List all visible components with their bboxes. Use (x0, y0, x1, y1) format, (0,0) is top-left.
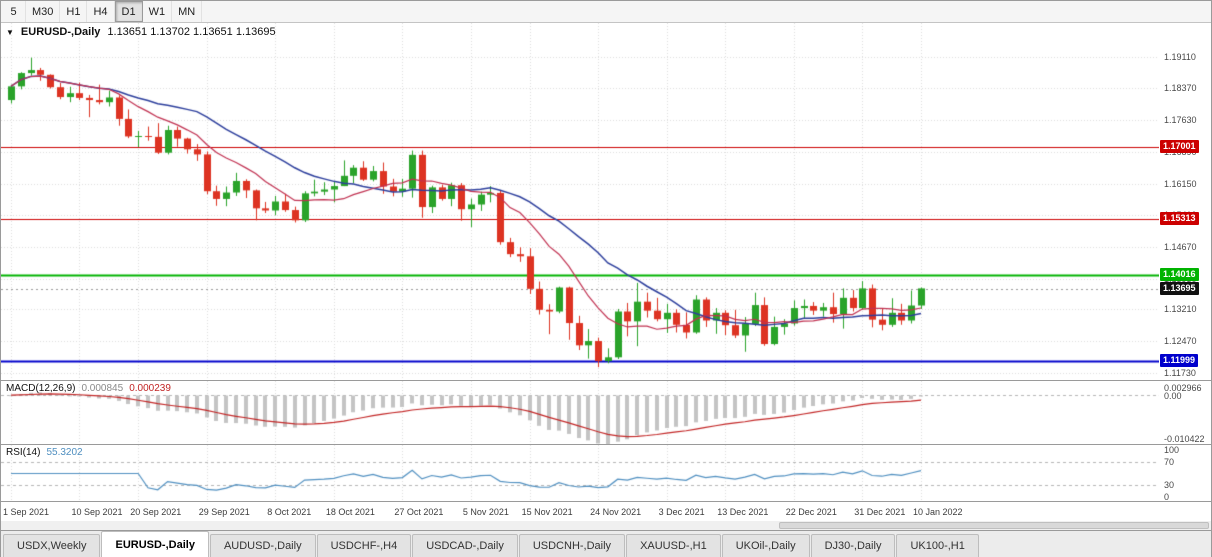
price-axis-label: 1.13210 (1164, 304, 1197, 315)
chart-tab-audusd-daily[interactable]: AUDUSD-,Daily (209, 534, 316, 557)
rsi-canvas[interactable] (1, 445, 1161, 502)
timeframe-button-h4[interactable]: H4 (87, 1, 115, 22)
timeframe-button-m30[interactable]: M30 (26, 1, 61, 22)
macd-axis-label: 0.002966 (1164, 383, 1202, 393)
date-axis-label: 8 Oct 2021 (267, 507, 312, 517)
price-axis-label: 1.12470 (1164, 336, 1197, 347)
macd-label: MACD(12,26,9) (6, 383, 76, 394)
date-axis: 1 Sep 2021 10 Sep 2021 20 Sep 2021 29 Sep 2… (1, 501, 1211, 521)
price-axis-label: 1.17630 (1164, 115, 1197, 126)
rsi-axis-label: 100 (1164, 445, 1180, 455)
rsi-axis-label: 0 (1164, 492, 1170, 501)
macd-canvas[interactable] (1, 381, 1161, 445)
timeframe-button-d1[interactable]: D1 (114, 1, 143, 22)
macd-axis-label: 0.00 (1164, 391, 1182, 402)
price-axis: 1.191101.183701.176301.168901.161501.154… (1159, 23, 1211, 380)
price-level-badge: 1.17001 (1160, 140, 1199, 154)
chart-tab-uk100-h1[interactable]: UK100-,H1 (896, 534, 979, 557)
chevron-down-icon[interactable]: ▼ (6, 27, 14, 37)
rsi-value: 55.3202 (46, 447, 83, 458)
macd-axis-label: -0.010422 (1164, 434, 1205, 444)
macd-title: MACD(12,26,9) 0.000845 0.000239 (6, 383, 171, 394)
date-axis-label: 15 Nov 2021 (521, 507, 573, 517)
chart-tab-usdcnh-daily[interactable]: USDCNH-,Daily (518, 534, 626, 557)
price-axis-label: 1.18370 (1164, 83, 1197, 94)
macd-axis: 0.002966 0.00 -0.010422 (1159, 381, 1211, 444)
timeframe-button-h1[interactable]: H1 (60, 1, 88, 22)
price-level-badge: 1.14016 (1160, 267, 1199, 281)
macd-main-value: 0.000845 (81, 383, 124, 394)
rsi-label: RSI(14) (6, 447, 41, 458)
date-axis-label: 27 Oct 2021 (394, 507, 444, 517)
horizontal-scrollbar[interactable] (1, 521, 1211, 530)
price-axis-label: 1.19110 (1164, 51, 1196, 62)
date-axis-label: 1 Sep 2021 (3, 507, 50, 517)
chart-tab-usdcad-daily[interactable]: USDCAD-,Daily (412, 534, 518, 557)
date-axis-label: 3 Dec 2021 (658, 507, 705, 517)
chart-tab-dj30-daily[interactable]: DJ30-,Daily (810, 534, 896, 557)
date-axis-label: 22 Dec 2021 (785, 507, 837, 517)
chart-title: ▼ EURUSD-,Daily 1.13651 1.13702 1.13651 … (6, 26, 276, 38)
chart-tab-ukoil-daily[interactable]: UKOil-,Daily (721, 534, 810, 557)
timeframe-button-5[interactable]: 5 (2, 1, 26, 22)
chart-tab-usdchf-h4[interactable]: USDCHF-,H4 (316, 534, 412, 557)
date-axis-label: 24 Nov 2021 (590, 507, 642, 517)
date-axis-label: 18 Oct 2021 (325, 507, 375, 517)
price-axis-label: 1.16150 (1164, 178, 1197, 189)
date-axis-label: 13 Dec 2021 (717, 507, 769, 517)
date-axis-label: 20 Sep 2021 (130, 507, 182, 517)
chart-tab-usdx-weekly[interactable]: USDX,Weekly (3, 534, 101, 557)
date-axis-label: 29 Sep 2021 (198, 507, 250, 517)
price-level-badge: 1.13695 (1160, 281, 1199, 295)
date-axis-label: 31 Dec 2021 (854, 507, 906, 517)
horizontal-scrollbar-thumb[interactable] (779, 522, 1209, 529)
price-axis-label: 1.14670 (1164, 241, 1197, 252)
macd-signal-value: 0.000239 (129, 383, 171, 394)
rsi-title: RSI(14) 55.3202 (6, 447, 83, 458)
rsi-indicator-panel: RSI(14) 55.3202 100 70 30 0 (1, 444, 1211, 502)
timeframe-toolbar: 5 M30 H1 H4 D1 W1 MN (1, 1, 1211, 23)
price-level-badge: 1.11999 (1160, 354, 1199, 368)
chart-tab-xauusd-h1[interactable]: XAUUSD-,H1 (626, 534, 721, 557)
timeframe-button-mn[interactable]: MN (172, 1, 203, 22)
price-level-badge: 1.15313 (1160, 212, 1199, 226)
chart-tab-eurusd-daily[interactable]: EURUSD-,Daily (101, 531, 209, 557)
chart-tab-bar: USDX,Weekly EURUSD-,Daily AUDUSD-,Daily USD… (1, 530, 1211, 557)
date-axis-label: 5 Nov 2021 (462, 507, 509, 517)
macd-indicator-panel: MACD(12,26,9) 0.000845 0.000239 0.002966… (1, 380, 1211, 445)
date-axis-label: 10 Jan 2022 (913, 507, 963, 517)
rsi-axis-label: 70 (1164, 457, 1175, 468)
chart-ohlc-values: 1.13651 1.13702 1.13651 1.13695 (107, 26, 276, 38)
timeframe-button-w1[interactable]: W1 (143, 1, 173, 22)
price-axis-label: 1.11730 (1164, 367, 1196, 378)
date-axis-label: 10 Sep 2021 (71, 507, 123, 517)
chart-symbol-label: EURUSD-,Daily (20, 26, 101, 38)
rsi-axis-label: 30 (1164, 479, 1175, 490)
rsi-axis: 100 70 30 0 (1159, 445, 1211, 501)
price-chart-canvas[interactable] (1, 23, 1161, 380)
price-chart-panel: ▼ EURUSD-,Daily 1.13651 1.13702 1.13651 … (1, 23, 1211, 380)
